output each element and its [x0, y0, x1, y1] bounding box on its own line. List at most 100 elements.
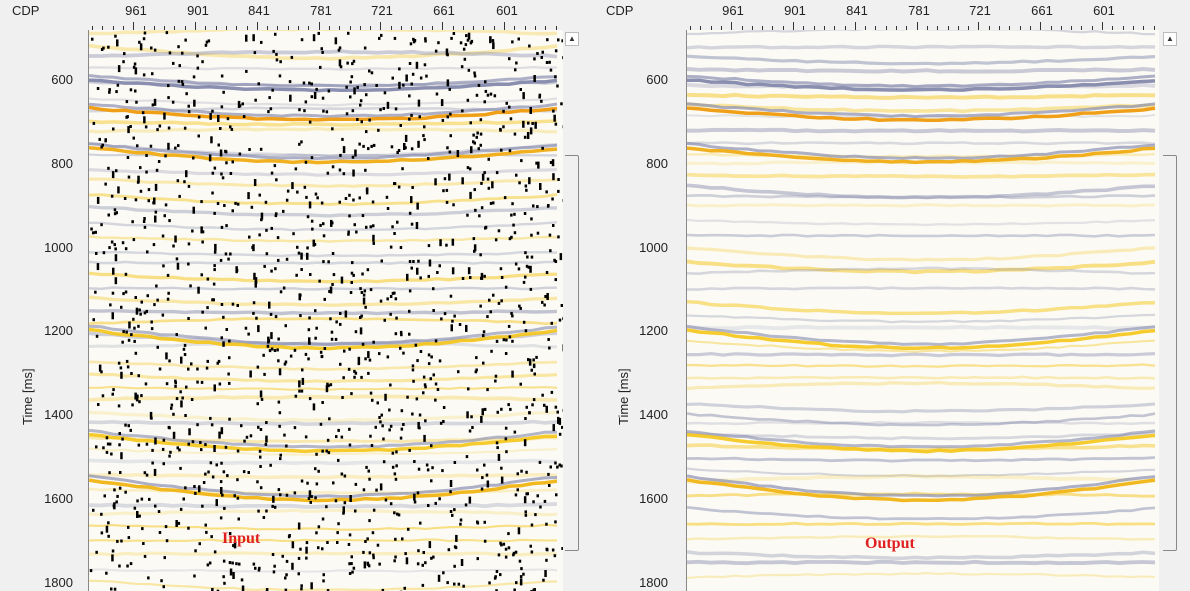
noise-spike — [491, 181, 494, 189]
noise-spike — [541, 393, 544, 397]
noise-spike — [247, 192, 250, 200]
noise-spike — [94, 290, 97, 294]
noise-spike — [111, 171, 115, 179]
noise-spike — [405, 557, 409, 565]
noise-spike — [124, 247, 128, 251]
noise-spike — [108, 471, 111, 475]
noise-spike — [535, 161, 538, 165]
noise-spike — [371, 531, 375, 535]
noise-spike — [92, 508, 95, 512]
noise-spike — [247, 471, 250, 474]
x-tick-mark — [1081, 26, 1083, 30]
noise-spike — [486, 480, 490, 488]
noise-spike — [411, 368, 415, 372]
seismic-section-input[interactable]: Input — [88, 30, 563, 591]
reflector-line — [687, 429, 1156, 449]
noise-spike — [400, 427, 404, 431]
noise-spike — [372, 234, 375, 242]
noise-spike — [552, 224, 555, 227]
noise-spike — [376, 401, 379, 405]
noise-spike — [146, 250, 149, 254]
noise-spike — [536, 231, 540, 235]
noise-spike — [381, 588, 385, 591]
x-axis-title: CDP — [12, 3, 40, 18]
noise-spike — [256, 402, 259, 406]
noise-spike — [531, 122, 534, 125]
noise-spike — [181, 51, 184, 55]
triangle-up-icon[interactable]: ▲ — [565, 32, 579, 46]
noise-spike — [299, 547, 302, 551]
noise-spike — [253, 51, 257, 55]
noise-spike — [291, 562, 294, 570]
noise-spike — [543, 499, 547, 503]
noise-spike — [124, 490, 127, 494]
noise-spike — [430, 355, 433, 359]
noise-spike — [326, 541, 329, 544]
noise-spike — [446, 581, 449, 585]
noise-spike — [144, 125, 148, 129]
noise-spike — [220, 487, 223, 494]
x-tick-label: 781 — [310, 3, 332, 18]
noise-spike — [385, 195, 389, 199]
noise-spike — [304, 100, 308, 104]
noise-spike — [179, 466, 182, 470]
noise-spike — [259, 486, 263, 490]
noise-spike — [224, 252, 228, 256]
noise-spike — [175, 520, 178, 527]
noise-spike — [337, 522, 340, 526]
noise-spike — [502, 109, 505, 113]
noise-spike — [132, 65, 136, 69]
noise-spike — [507, 532, 510, 536]
noise-spike — [232, 544, 235, 548]
noise-spike — [310, 582, 313, 590]
noise-spike — [109, 303, 112, 307]
noise-spike — [317, 525, 321, 529]
noise-spike — [558, 432, 562, 436]
noise-spike — [310, 219, 314, 223]
noise-spike — [220, 303, 224, 306]
noise-spike — [315, 452, 318, 456]
noise-spike — [156, 298, 159, 302]
noise-spike — [487, 157, 490, 161]
noise-spike — [233, 494, 236, 498]
noise-spike — [442, 571, 445, 575]
noise-spike — [229, 172, 233, 175]
noise-spike — [502, 338, 506, 342]
noise-spike — [339, 322, 342, 326]
vertical-scrollbar[interactable]: ▲ — [1161, 30, 1179, 591]
noise-spike — [151, 72, 154, 76]
triangle-up-icon[interactable]: ▲ — [1163, 32, 1177, 46]
noise-spike — [254, 280, 257, 288]
noise-spike — [113, 212, 117, 216]
noise-spike — [153, 48, 157, 52]
noise-spike — [328, 290, 331, 293]
reflector-line — [687, 505, 1156, 521]
scrollbar-thumb[interactable] — [1163, 155, 1177, 551]
reflector-line — [687, 299, 1156, 316]
noise-spike — [492, 201, 495, 205]
noise-spike — [440, 99, 444, 107]
vertical-scrollbar[interactable]: ▲ — [563, 30, 581, 591]
reflector-line — [687, 339, 1156, 353]
noise-spike — [426, 468, 430, 472]
noise-spike — [211, 171, 215, 175]
noise-spike — [162, 264, 165, 268]
noise-spike — [119, 366, 123, 370]
noise-spike — [200, 380, 204, 384]
noise-spike — [285, 493, 289, 497]
noise-spike — [272, 49, 275, 53]
noise-spike — [441, 118, 445, 122]
noise-spike — [425, 463, 429, 467]
x-tick-mark — [411, 26, 413, 30]
noise-spike — [176, 179, 180, 183]
noise-spike — [519, 578, 523, 586]
noise-spike — [561, 39, 563, 43]
noise-spike — [500, 276, 504, 279]
noise-spike — [150, 320, 153, 324]
scrollbar-thumb[interactable] — [565, 155, 579, 551]
noise-spike — [161, 447, 165, 451]
noise-spike — [222, 315, 225, 319]
seismic-section-output[interactable]: Output — [686, 30, 1159, 591]
noise-spike — [472, 140, 475, 144]
noise-spike — [539, 505, 542, 509]
